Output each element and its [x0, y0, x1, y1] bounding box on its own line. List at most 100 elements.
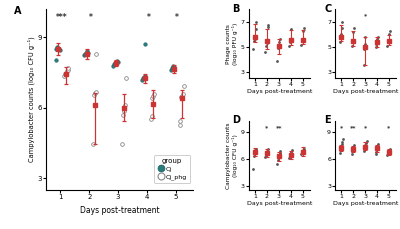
Point: [299, 38, 306, 42]
Point: [288, 27, 294, 31]
Text: **: **: [276, 125, 282, 130]
Point: [121, 105, 128, 109]
Text: *: *: [146, 13, 150, 22]
Point: [384, 44, 391, 47]
Point: [139, 78, 145, 82]
Point: [387, 147, 393, 150]
Point: [85, 51, 91, 55]
Point: [55, 46, 61, 50]
X-axis label: Days post-treatment: Days post-treatment: [247, 89, 312, 94]
Text: *: *: [363, 13, 367, 18]
Point: [148, 117, 154, 121]
Point: [300, 147, 307, 151]
Point: [264, 38, 270, 42]
Point: [168, 66, 175, 70]
Point: [349, 40, 356, 43]
Point: [90, 142, 96, 146]
Text: *: *: [387, 125, 390, 130]
Point: [362, 145, 368, 148]
Point: [250, 167, 257, 171]
Point: [350, 38, 356, 41]
X-axis label: Days post-treatment: Days post-treatment: [333, 89, 398, 94]
Point: [82, 52, 88, 56]
Point: [348, 152, 355, 155]
Point: [274, 162, 280, 165]
Point: [120, 109, 127, 113]
Point: [274, 60, 280, 63]
Point: [253, 21, 260, 24]
Point: [275, 46, 281, 50]
Point: [375, 35, 381, 38]
X-axis label: Days post-treatment: Days post-treatment: [80, 206, 159, 215]
Point: [140, 77, 146, 80]
Point: [151, 92, 157, 96]
Point: [336, 41, 343, 44]
Point: [180, 92, 186, 96]
Point: [351, 143, 357, 147]
Text: A: A: [14, 5, 21, 16]
Point: [351, 26, 357, 30]
Point: [84, 50, 90, 53]
Point: [92, 90, 99, 94]
X-axis label: Days post-treatment: Days post-treatment: [247, 201, 312, 206]
Text: C: C: [324, 4, 332, 14]
Point: [62, 73, 68, 76]
Text: D: D: [232, 115, 240, 125]
Point: [93, 52, 100, 56]
Y-axis label: Phage counts
(log₁₀ PFU g⁻¹): Phage counts (log₁₀ PFU g⁻¹): [226, 22, 238, 65]
Point: [298, 151, 305, 155]
Point: [119, 142, 125, 146]
Point: [374, 38, 380, 41]
Point: [148, 114, 155, 118]
Point: [363, 141, 369, 145]
Point: [123, 76, 129, 80]
Point: [338, 144, 344, 147]
Point: [263, 41, 270, 45]
Point: [276, 153, 282, 156]
Point: [275, 155, 282, 158]
Text: ***: ***: [56, 13, 68, 22]
Point: [91, 93, 97, 97]
Point: [288, 148, 295, 152]
Text: *: *: [265, 125, 268, 130]
Point: [386, 148, 392, 152]
Point: [276, 38, 283, 41]
Point: [262, 51, 268, 54]
Text: E: E: [324, 115, 331, 125]
Point: [338, 33, 344, 36]
Point: [169, 65, 176, 68]
Point: [61, 74, 67, 78]
Text: *: *: [175, 13, 179, 22]
Point: [122, 104, 128, 107]
Point: [361, 47, 367, 51]
Text: **: **: [350, 125, 356, 130]
Point: [264, 25, 271, 29]
Text: *: *: [363, 125, 367, 130]
Point: [275, 44, 282, 47]
Point: [348, 44, 355, 47]
Point: [349, 149, 356, 153]
Point: [287, 41, 293, 44]
Point: [120, 113, 126, 117]
Point: [179, 94, 185, 98]
Point: [300, 29, 306, 32]
Point: [142, 43, 149, 46]
Point: [252, 34, 258, 38]
Point: [277, 149, 284, 153]
Point: [337, 35, 344, 39]
Point: [340, 138, 346, 141]
Point: [300, 148, 306, 152]
Point: [63, 71, 69, 74]
Point: [171, 65, 178, 68]
Point: [299, 150, 306, 153]
Point: [385, 151, 391, 155]
Text: *: *: [340, 125, 343, 130]
Point: [83, 51, 89, 55]
Point: [337, 147, 344, 151]
Point: [54, 45, 60, 49]
Point: [181, 85, 187, 88]
Point: [363, 140, 370, 143]
Point: [176, 124, 183, 127]
Point: [263, 44, 269, 47]
Point: [149, 96, 156, 100]
